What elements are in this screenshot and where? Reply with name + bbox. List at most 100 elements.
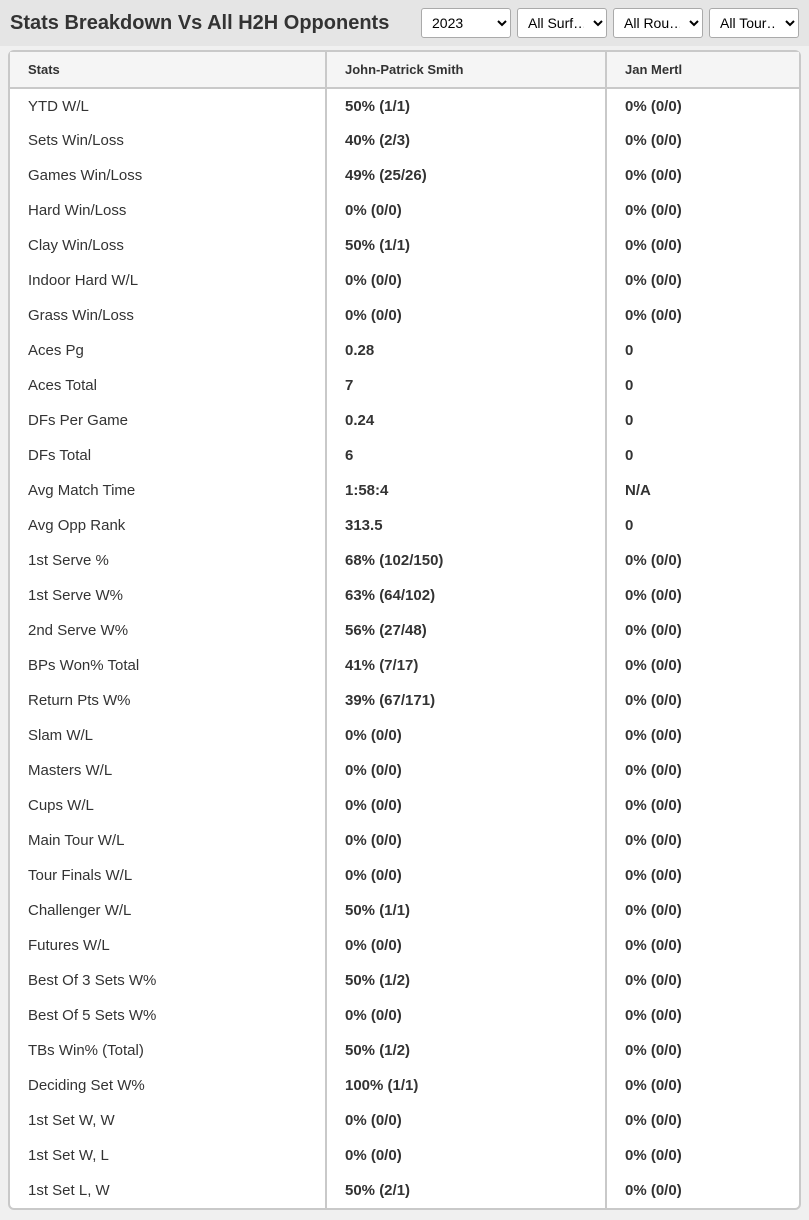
- stat-value-cell: 50% (1/1): [326, 228, 606, 263]
- stat-name-cell: Masters W/L: [10, 753, 326, 788]
- stat-name-cell: DFs Total: [10, 438, 326, 473]
- stat-value-cell: 50% (1/1): [326, 88, 606, 123]
- stat-value-cell: 0: [606, 403, 799, 438]
- stat-value-cell: 50% (1/2): [326, 963, 606, 998]
- stat-name-cell: Avg Match Time: [10, 473, 326, 508]
- stat-value-cell: 50% (1/1): [326, 893, 606, 928]
- table-row: Tour Finals W/L0% (0/0)0% (0/0): [10, 858, 799, 893]
- stat-name-cell: Return Pts W%: [10, 683, 326, 718]
- surface-select[interactable]: All Surf…: [517, 8, 607, 38]
- stat-value-cell: 0% (0/0): [606, 753, 799, 788]
- table-row: Aces Total70: [10, 368, 799, 403]
- stat-name-cell: Best Of 3 Sets W%: [10, 963, 326, 998]
- stat-name-cell: Cups W/L: [10, 788, 326, 823]
- stat-name-cell: TBs Win% (Total): [10, 1033, 326, 1068]
- stat-value-cell: 0: [606, 368, 799, 403]
- stat-value-cell: 0% (0/0): [606, 683, 799, 718]
- stat-name-cell: Challenger W/L: [10, 893, 326, 928]
- stat-value-cell: 0% (0/0): [606, 648, 799, 683]
- stats-table-frame: Stats John-Patrick Smith Jan Mertl YTD W…: [8, 50, 801, 1210]
- stat-name-cell: 1st Set L, W: [10, 1173, 326, 1208]
- table-row: Masters W/L0% (0/0)0% (0/0): [10, 753, 799, 788]
- stat-value-cell: 0% (0/0): [606, 123, 799, 158]
- stat-name-cell: Sets Win/Loss: [10, 123, 326, 158]
- table-row: DFs Per Game0.240: [10, 403, 799, 438]
- stat-value-cell: 0% (0/0): [606, 823, 799, 858]
- stat-value-cell: 0% (0/0): [326, 1103, 606, 1138]
- stat-value-cell: 1:58:4: [326, 473, 606, 508]
- table-row: YTD W/L50% (1/1)0% (0/0): [10, 88, 799, 123]
- stat-name-cell: 1st Set W, L: [10, 1138, 326, 1173]
- year-select[interactable]: 2023: [421, 8, 511, 38]
- stat-name-cell: 2nd Serve W%: [10, 613, 326, 648]
- stat-value-cell: 0% (0/0): [326, 788, 606, 823]
- round-select[interactable]: All Rou…: [613, 8, 703, 38]
- stats-table: Stats John-Patrick Smith Jan Mertl YTD W…: [10, 52, 799, 1208]
- table-row: DFs Total60: [10, 438, 799, 473]
- stat-value-cell: 68% (102/150): [326, 543, 606, 578]
- stat-name-cell: Avg Opp Rank: [10, 508, 326, 543]
- table-row: 1st Serve %68% (102/150)0% (0/0): [10, 543, 799, 578]
- stat-value-cell: 0% (0/0): [606, 788, 799, 823]
- col-header-player1: John-Patrick Smith: [326, 52, 606, 88]
- stat-name-cell: Grass Win/Loss: [10, 298, 326, 333]
- stat-value-cell: 6: [326, 438, 606, 473]
- table-row: Grass Win/Loss0% (0/0)0% (0/0): [10, 298, 799, 333]
- stat-name-cell: DFs Per Game: [10, 403, 326, 438]
- stat-value-cell: 0% (0/0): [326, 858, 606, 893]
- table-row: Hard Win/Loss0% (0/0)0% (0/0): [10, 193, 799, 228]
- stat-value-cell: 0% (0/0): [606, 998, 799, 1033]
- stat-value-cell: 50% (2/1): [326, 1173, 606, 1208]
- table-row: Best Of 3 Sets W%50% (1/2)0% (0/0): [10, 963, 799, 998]
- table-row: Avg Match Time1:58:4N/A: [10, 473, 799, 508]
- table-row: 1st Set W, W0% (0/0)0% (0/0): [10, 1103, 799, 1138]
- table-row: Return Pts W%39% (67/171)0% (0/0): [10, 683, 799, 718]
- stat-value-cell: 0% (0/0): [606, 613, 799, 648]
- stat-name-cell: 1st Set W, W: [10, 1103, 326, 1138]
- table-row: 1st Serve W%63% (64/102)0% (0/0): [10, 578, 799, 613]
- page-title: Stats Breakdown Vs All H2H Opponents: [10, 12, 389, 35]
- stat-value-cell: 0% (0/0): [606, 1068, 799, 1103]
- stat-value-cell: 100% (1/1): [326, 1068, 606, 1103]
- stat-value-cell: 0% (0/0): [606, 298, 799, 333]
- stat-name-cell: Best Of 5 Sets W%: [10, 998, 326, 1033]
- table-row: 2nd Serve W%56% (27/48)0% (0/0): [10, 613, 799, 648]
- stat-name-cell: Hard Win/Loss: [10, 193, 326, 228]
- stat-value-cell: 39% (67/171): [326, 683, 606, 718]
- table-row: Main Tour W/L0% (0/0)0% (0/0): [10, 823, 799, 858]
- stat-value-cell: 0% (0/0): [326, 753, 606, 788]
- stat-value-cell: 0% (0/0): [326, 263, 606, 298]
- stat-value-cell: 41% (7/17): [326, 648, 606, 683]
- table-row: Avg Opp Rank313.50: [10, 508, 799, 543]
- stat-value-cell: 0% (0/0): [326, 998, 606, 1033]
- stat-value-cell: 0: [606, 333, 799, 368]
- stat-value-cell: 0% (0/0): [606, 1033, 799, 1068]
- table-row: TBs Win% (Total)50% (1/2)0% (0/0): [10, 1033, 799, 1068]
- stat-value-cell: 0% (0/0): [606, 858, 799, 893]
- stat-value-cell: 0% (0/0): [326, 718, 606, 753]
- stat-value-cell: 0% (0/0): [606, 88, 799, 123]
- table-row: 1st Set L, W50% (2/1)0% (0/0): [10, 1173, 799, 1208]
- table-row: Futures W/L0% (0/0)0% (0/0): [10, 928, 799, 963]
- stat-value-cell: 313.5: [326, 508, 606, 543]
- stat-value-cell: 40% (2/3): [326, 123, 606, 158]
- stat-name-cell: Slam W/L: [10, 718, 326, 753]
- stat-value-cell: 0% (0/0): [606, 543, 799, 578]
- stat-name-cell: Tour Finals W/L: [10, 858, 326, 893]
- table-row: 1st Set W, L0% (0/0)0% (0/0): [10, 1138, 799, 1173]
- stat-value-cell: 0.28: [326, 333, 606, 368]
- stat-name-cell: Games Win/Loss: [10, 158, 326, 193]
- stat-value-cell: 0% (0/0): [606, 158, 799, 193]
- stat-name-cell: Deciding Set W%: [10, 1068, 326, 1103]
- stat-name-cell: Clay Win/Loss: [10, 228, 326, 263]
- stat-name-cell: Main Tour W/L: [10, 823, 326, 858]
- table-row: Slam W/L0% (0/0)0% (0/0): [10, 718, 799, 753]
- stat-value-cell: 0% (0/0): [606, 893, 799, 928]
- tour-select[interactable]: All Tour…: [709, 8, 799, 38]
- filter-group: 2023 All Surf… All Rou… All Tour…: [421, 8, 799, 38]
- stat-name-cell: YTD W/L: [10, 88, 326, 123]
- stat-value-cell: 0% (0/0): [326, 823, 606, 858]
- stat-name-cell: Indoor Hard W/L: [10, 263, 326, 298]
- stat-value-cell: 56% (27/48): [326, 613, 606, 648]
- col-header-player2: Jan Mertl: [606, 52, 799, 88]
